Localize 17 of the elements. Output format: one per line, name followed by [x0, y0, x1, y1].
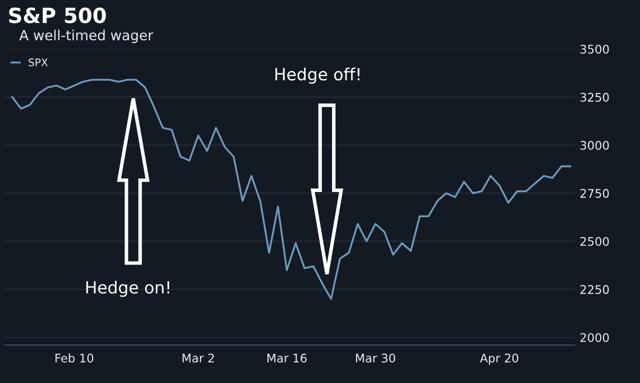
y-tick-label: 3250: [580, 92, 609, 102]
legend-label: SPX: [28, 58, 48, 66]
y-tick-label: 2750: [580, 188, 609, 198]
x-tick-label: Mar 16: [267, 354, 307, 363]
y-tick-label: 2500: [580, 236, 609, 246]
annotation: Hedge on!: [86, 280, 170, 297]
y-tick-label: 3000: [580, 140, 609, 150]
x-tick-label: Feb 10: [56, 353, 94, 363]
y-tick-label: 3500: [580, 44, 609, 54]
y-tick-label: 2000: [580, 333, 609, 342]
x-tick-label: Apr 20: [480, 354, 518, 365]
annotation: Hedge off!: [275, 68, 360, 84]
chart-subtitle: A well-timed wager: [19, 30, 154, 44]
x-tick-label: Mar 2: [182, 354, 214, 363]
y-tick-label: 2250: [580, 285, 609, 294]
x-tick-label: Mar 30: [356, 354, 396, 363]
chart-title: S&P 500: [9, 8, 106, 24]
